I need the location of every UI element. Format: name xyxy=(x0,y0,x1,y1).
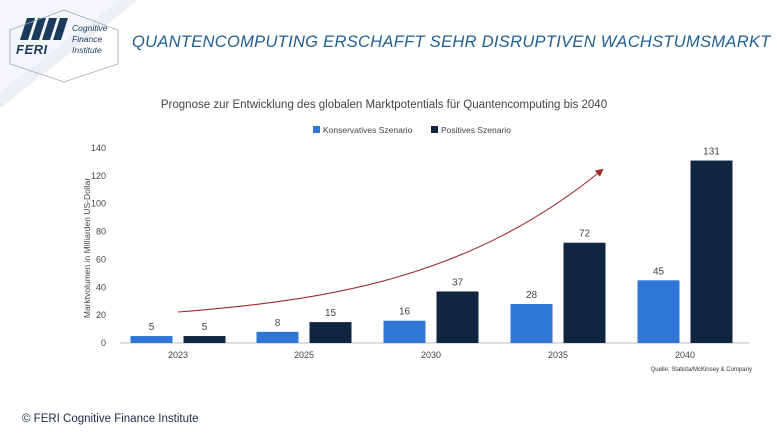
y-axis-label: Marktvolumen in Milliarden US-Dollar xyxy=(82,178,92,318)
bar-positiv-2023 xyxy=(183,336,226,343)
copyright: © FERI Cognitive Finance Institute xyxy=(22,413,199,425)
x-tick-label: 2035 xyxy=(548,350,568,360)
data-label-positiv-2040: 131 xyxy=(703,147,720,158)
chart-title: Prognose zur Entwicklung des globalen Ma… xyxy=(161,99,607,111)
x-tick-label: 2025 xyxy=(294,350,314,360)
y-tick-label: 120 xyxy=(91,171,106,181)
bar-konservativ-2035 xyxy=(510,304,553,343)
bar-positiv-2030 xyxy=(436,291,479,343)
data-label-konservativ-2040: 45 xyxy=(653,266,665,277)
y-tick-label: 80 xyxy=(96,227,106,237)
page-headline: QUANTENCOMPUTING ERSCHAFFT SEHR DISRUPTI… xyxy=(132,33,771,51)
bars: 5 5 8 15 16 37 28 72 45 131 xyxy=(130,147,733,343)
y-tick-label: 140 xyxy=(91,143,106,153)
chart-legend: Konservatives Szenario Positives Szenari… xyxy=(313,125,511,135)
y-tick-label: 40 xyxy=(96,282,106,292)
x-tick-label: 2023 xyxy=(168,350,188,360)
logo-line-1: Cognitive xyxy=(72,23,108,33)
x-tick-label: 2030 xyxy=(421,350,441,360)
legend-label-konservativ: Konservatives Szenario xyxy=(323,125,413,135)
data-label-konservativ-2030: 16 xyxy=(399,307,411,318)
legend-swatch-positiv xyxy=(431,126,438,133)
data-label-konservativ-2023: 5 xyxy=(149,322,155,333)
legend-swatch-konservativ xyxy=(313,126,320,133)
bar-positiv-2040 xyxy=(690,160,733,343)
bar-positiv-2035 xyxy=(563,242,606,343)
y-tick-label: 0 xyxy=(101,338,106,348)
data-label-positiv-2030: 37 xyxy=(452,277,464,288)
y-axis: 0 20 40 60 80 100 120 140 xyxy=(91,143,106,348)
feri-logo: FERI Cognitive Finance Institute xyxy=(9,9,122,83)
y-tick-label: 100 xyxy=(91,199,106,209)
bar-konservativ-2025 xyxy=(256,331,299,343)
x-axis: 2023 2025 2030 2035 2040 xyxy=(168,350,695,360)
bar-konservativ-2030 xyxy=(383,320,426,343)
bar-positiv-2025 xyxy=(309,322,352,343)
feri-logo-icon xyxy=(20,18,68,40)
data-label-positiv-2025: 15 xyxy=(325,308,337,319)
logo-line-2: Finance xyxy=(72,34,103,44)
data-label-positiv-2023: 5 xyxy=(202,322,208,333)
y-tick-label: 20 xyxy=(96,310,106,320)
source-note: Quelle: Statista/McKinsey & Company xyxy=(650,367,752,373)
y-tick-label: 60 xyxy=(96,254,106,264)
logo-hexagon xyxy=(9,9,119,83)
data-label-konservativ-2035: 28 xyxy=(526,290,538,301)
data-label-konservativ-2025: 8 xyxy=(275,318,281,329)
x-tick-label: 2040 xyxy=(675,350,695,360)
bar-konservativ-2023 xyxy=(130,336,173,343)
data-label-positiv-2035: 72 xyxy=(579,229,591,240)
bar-konservativ-2040 xyxy=(637,280,680,343)
logo-name: FERI xyxy=(16,42,48,57)
logo-line-3: Institute xyxy=(72,45,102,55)
trend-arrow xyxy=(177,168,604,313)
legend-label-positiv: Positives Szenario xyxy=(441,125,511,135)
